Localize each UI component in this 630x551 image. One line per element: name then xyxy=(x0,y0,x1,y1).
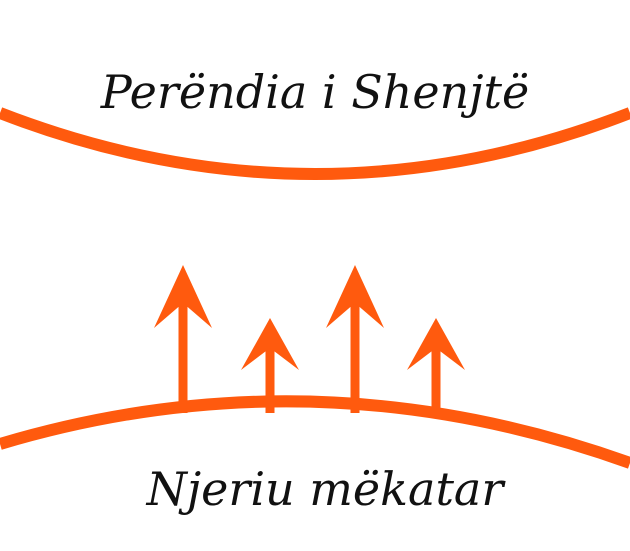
bottom-label: Njeriu mëkatar xyxy=(146,462,507,516)
arrow-up-icon xyxy=(326,265,384,413)
bottom-curve xyxy=(0,395,630,469)
top-curve xyxy=(0,107,630,180)
top-label: Perëndia i Shenjtë xyxy=(100,65,529,119)
arrow-group xyxy=(154,265,465,413)
arrow-up-icon xyxy=(154,265,212,413)
arrow-up-icon xyxy=(407,318,465,413)
